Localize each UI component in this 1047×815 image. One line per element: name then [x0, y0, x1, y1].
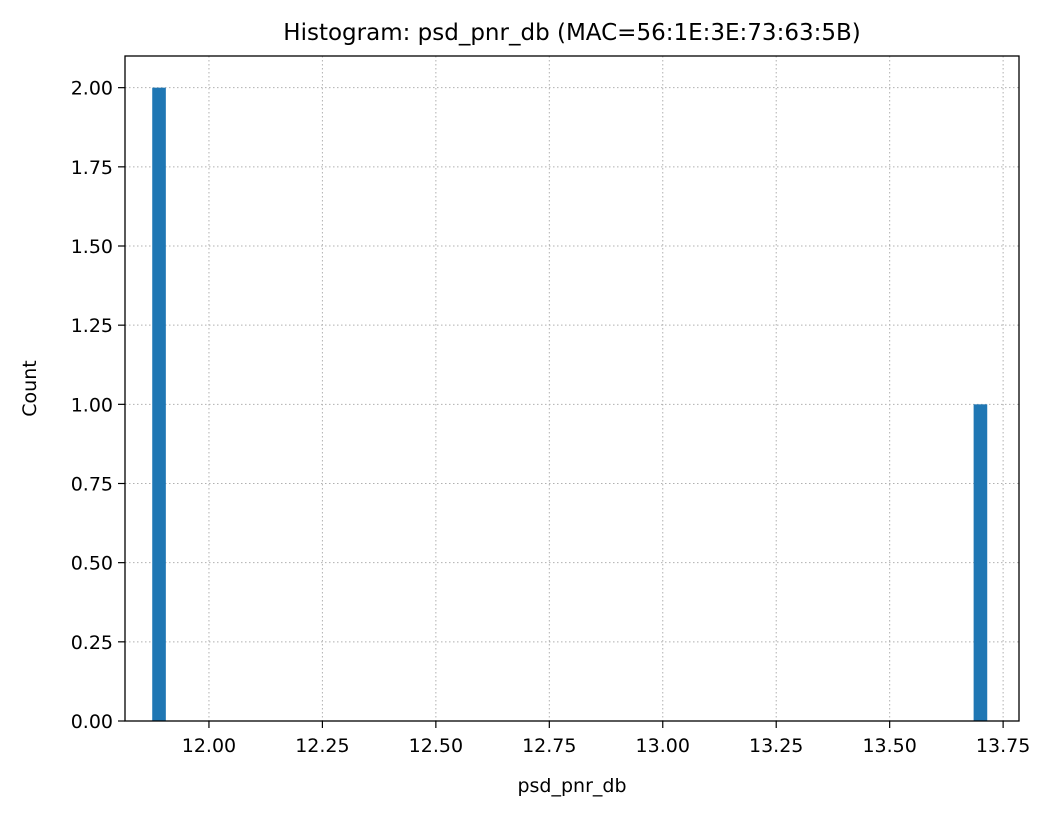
y-tick-label: 0.25 [71, 632, 113, 654]
y-tick-label: 0.75 [71, 474, 113, 496]
x-tick-label: 13.75 [976, 735, 1030, 757]
y-tick-label: 2.00 [71, 78, 113, 100]
x-tick-label: 13.00 [636, 735, 690, 757]
y-tick-label: 1.25 [71, 315, 113, 337]
histogram-bar [973, 404, 988, 721]
y-tick-label: 1.50 [71, 236, 113, 258]
y-tick-label: 0.00 [71, 711, 113, 733]
x-tick-label: 12.25 [295, 735, 349, 757]
y-tick-label: 1.00 [71, 394, 113, 416]
x-tick-label: 12.50 [409, 735, 463, 757]
grid-lines [125, 56, 1019, 722]
chart-title: Histogram: psd_pnr_db (MAC=56:1E:3E:73:6… [283, 20, 860, 46]
plot-frame [124, 55, 1020, 722]
y-tick-label: 0.50 [71, 553, 113, 575]
y-tick-label: 1.75 [71, 157, 113, 179]
x-tick-label: 12.75 [522, 735, 576, 757]
x-tick-label: 12.00 [182, 735, 236, 757]
histogram-bar [152, 87, 166, 721]
axis-ticks: 12.00 12.25 12.50 12.75 13.00 13.25 13.50 13.75… [71, 78, 1031, 757]
x-tick-label: 13.50 [862, 735, 916, 757]
x-axis-label: psd_pnr_db [517, 775, 626, 797]
x-tick-label: 13.25 [749, 735, 803, 757]
y-axis-label: Count [19, 360, 41, 416]
histogram-bars [152, 87, 988, 721]
